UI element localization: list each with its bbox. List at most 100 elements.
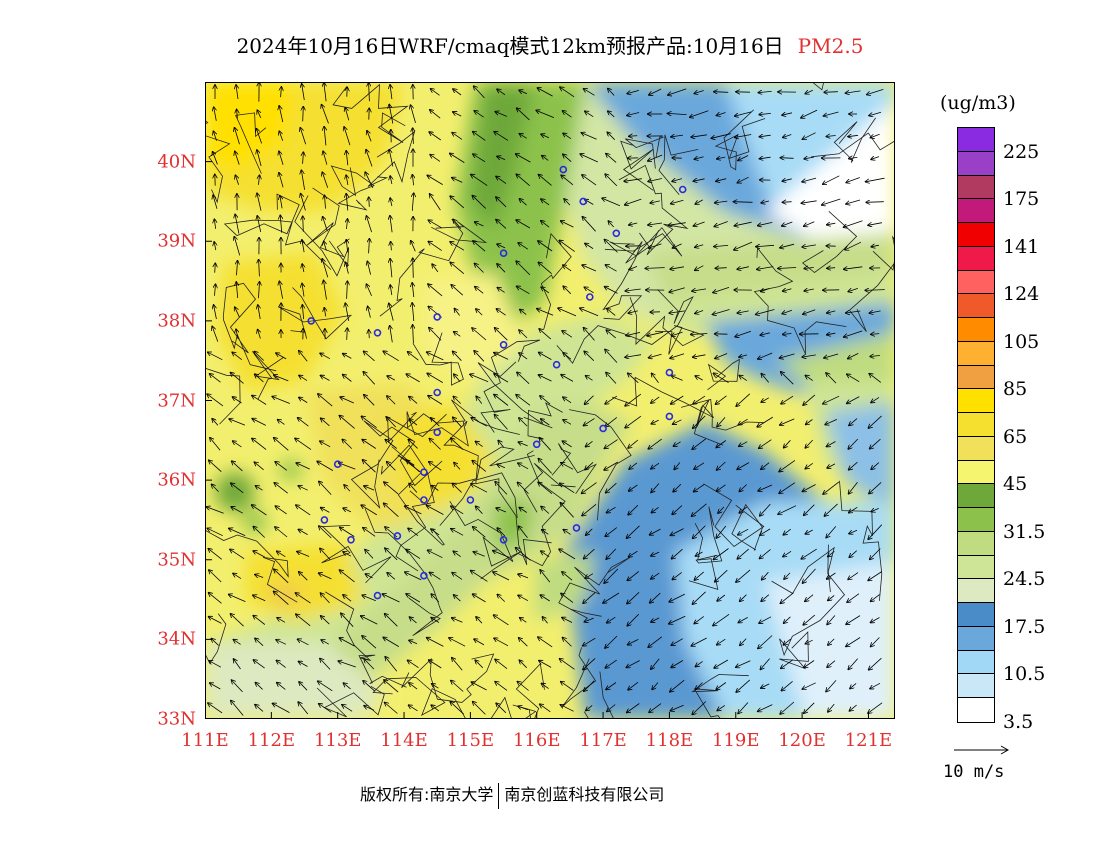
wind-arrow xyxy=(324,280,327,300)
wind-arrow xyxy=(606,482,617,493)
wind-arrow xyxy=(737,548,749,559)
wind-arrow xyxy=(252,438,267,450)
wind-arrow xyxy=(390,285,392,296)
border-line xyxy=(379,218,464,317)
wind-arrow xyxy=(649,353,662,358)
legend-swatch xyxy=(958,508,994,532)
wind-arrow xyxy=(694,91,704,94)
lat-label: 38N xyxy=(157,310,196,332)
wind-arrow xyxy=(279,173,284,188)
wind-arrow xyxy=(690,110,709,118)
wind-arrow xyxy=(365,550,374,559)
wind-arrow xyxy=(363,372,375,385)
wind-arrow xyxy=(518,706,529,711)
wind-arrow xyxy=(408,440,418,449)
wind-arrow xyxy=(735,111,752,116)
wind-arrow xyxy=(453,219,462,229)
wind-arrow xyxy=(361,616,378,625)
wind-arrow xyxy=(431,529,440,536)
wind-arrow xyxy=(760,333,770,335)
legend-label: 175 xyxy=(1003,188,1040,211)
wind-arrow xyxy=(385,440,397,449)
wind-arrow xyxy=(476,396,483,404)
wind-arrow xyxy=(450,196,465,209)
wind-arrow xyxy=(427,175,443,185)
wind-arrow xyxy=(605,659,617,668)
wind-arrow xyxy=(471,682,487,691)
wind-arrow xyxy=(846,637,861,647)
legend-swatch xyxy=(958,128,994,152)
wind-arrow xyxy=(346,240,347,253)
wind-arrow xyxy=(693,415,706,428)
station-marker xyxy=(499,535,508,544)
wind-arrow xyxy=(602,198,621,207)
border-line xyxy=(350,420,443,509)
legend-label: 24.5 xyxy=(1003,568,1046,591)
wind-arrow xyxy=(324,83,326,102)
wind-arrow xyxy=(691,135,707,137)
wind-arrow xyxy=(389,303,394,321)
wind-arrow xyxy=(516,395,531,406)
wind-arrow xyxy=(539,438,551,451)
wind-arrow xyxy=(519,353,528,360)
wind-arrow xyxy=(452,573,463,580)
wind-arrow xyxy=(472,196,486,209)
lon-label: 120E xyxy=(778,730,826,751)
wind-arrow xyxy=(805,462,813,468)
wind-arrow xyxy=(717,705,726,710)
border-line xyxy=(490,662,545,719)
wind-arrow xyxy=(651,396,660,403)
border-line xyxy=(372,677,467,719)
wind-arrow xyxy=(714,221,728,227)
wind-arrow xyxy=(452,658,463,671)
wind-arrow xyxy=(761,594,770,602)
wind-arrow xyxy=(538,482,553,495)
wind-arrow xyxy=(277,618,286,623)
wind-arrow xyxy=(255,638,264,646)
wind-arrow xyxy=(347,328,348,340)
wind-arrow xyxy=(385,657,398,672)
wind-arrow xyxy=(346,175,348,185)
lat-label: 39N xyxy=(157,230,196,252)
wind-arrow xyxy=(324,308,325,317)
wind-arrow xyxy=(584,418,595,425)
wind-arrow xyxy=(325,195,326,209)
wind-arrow xyxy=(518,243,529,250)
station-marker xyxy=(373,591,382,600)
wind-arrow xyxy=(670,353,685,359)
wind-arrow xyxy=(473,594,486,603)
wind-arrow xyxy=(431,594,440,603)
wind-arrow xyxy=(231,373,244,384)
wind-arrow xyxy=(255,683,263,690)
wind-arrow xyxy=(563,397,572,404)
wind-arrow xyxy=(214,305,217,320)
wind-arrow xyxy=(869,311,881,313)
wind-arrow xyxy=(871,245,879,247)
wind-arrow xyxy=(343,552,352,557)
wind-arrow xyxy=(428,550,443,559)
wind-arrow xyxy=(258,330,261,339)
wind-arrow xyxy=(408,352,419,361)
legend-swatch xyxy=(958,151,994,176)
wind-arrow xyxy=(757,266,774,270)
wind-arrow xyxy=(345,108,350,121)
wind-arrow xyxy=(259,282,260,299)
wind-arrow xyxy=(759,616,772,623)
wind-arrow xyxy=(431,89,440,96)
wind-arrow xyxy=(627,571,639,581)
wind-arrow xyxy=(868,571,883,581)
legend-swatch xyxy=(958,579,994,604)
wind-arrow xyxy=(756,245,775,246)
wind-arrow xyxy=(390,198,392,207)
wind-arrow xyxy=(364,486,375,491)
wind-arrow xyxy=(714,245,729,246)
wind-arrow xyxy=(651,419,659,424)
wind-arrow xyxy=(385,548,398,561)
wind-arrow xyxy=(580,308,599,317)
wind-arrow xyxy=(412,193,413,211)
wind-arrow xyxy=(583,658,596,669)
wind-arrow xyxy=(454,463,461,470)
wind-arrow xyxy=(607,506,616,512)
wind-arrow xyxy=(645,268,665,269)
wind-arrow xyxy=(496,309,506,316)
